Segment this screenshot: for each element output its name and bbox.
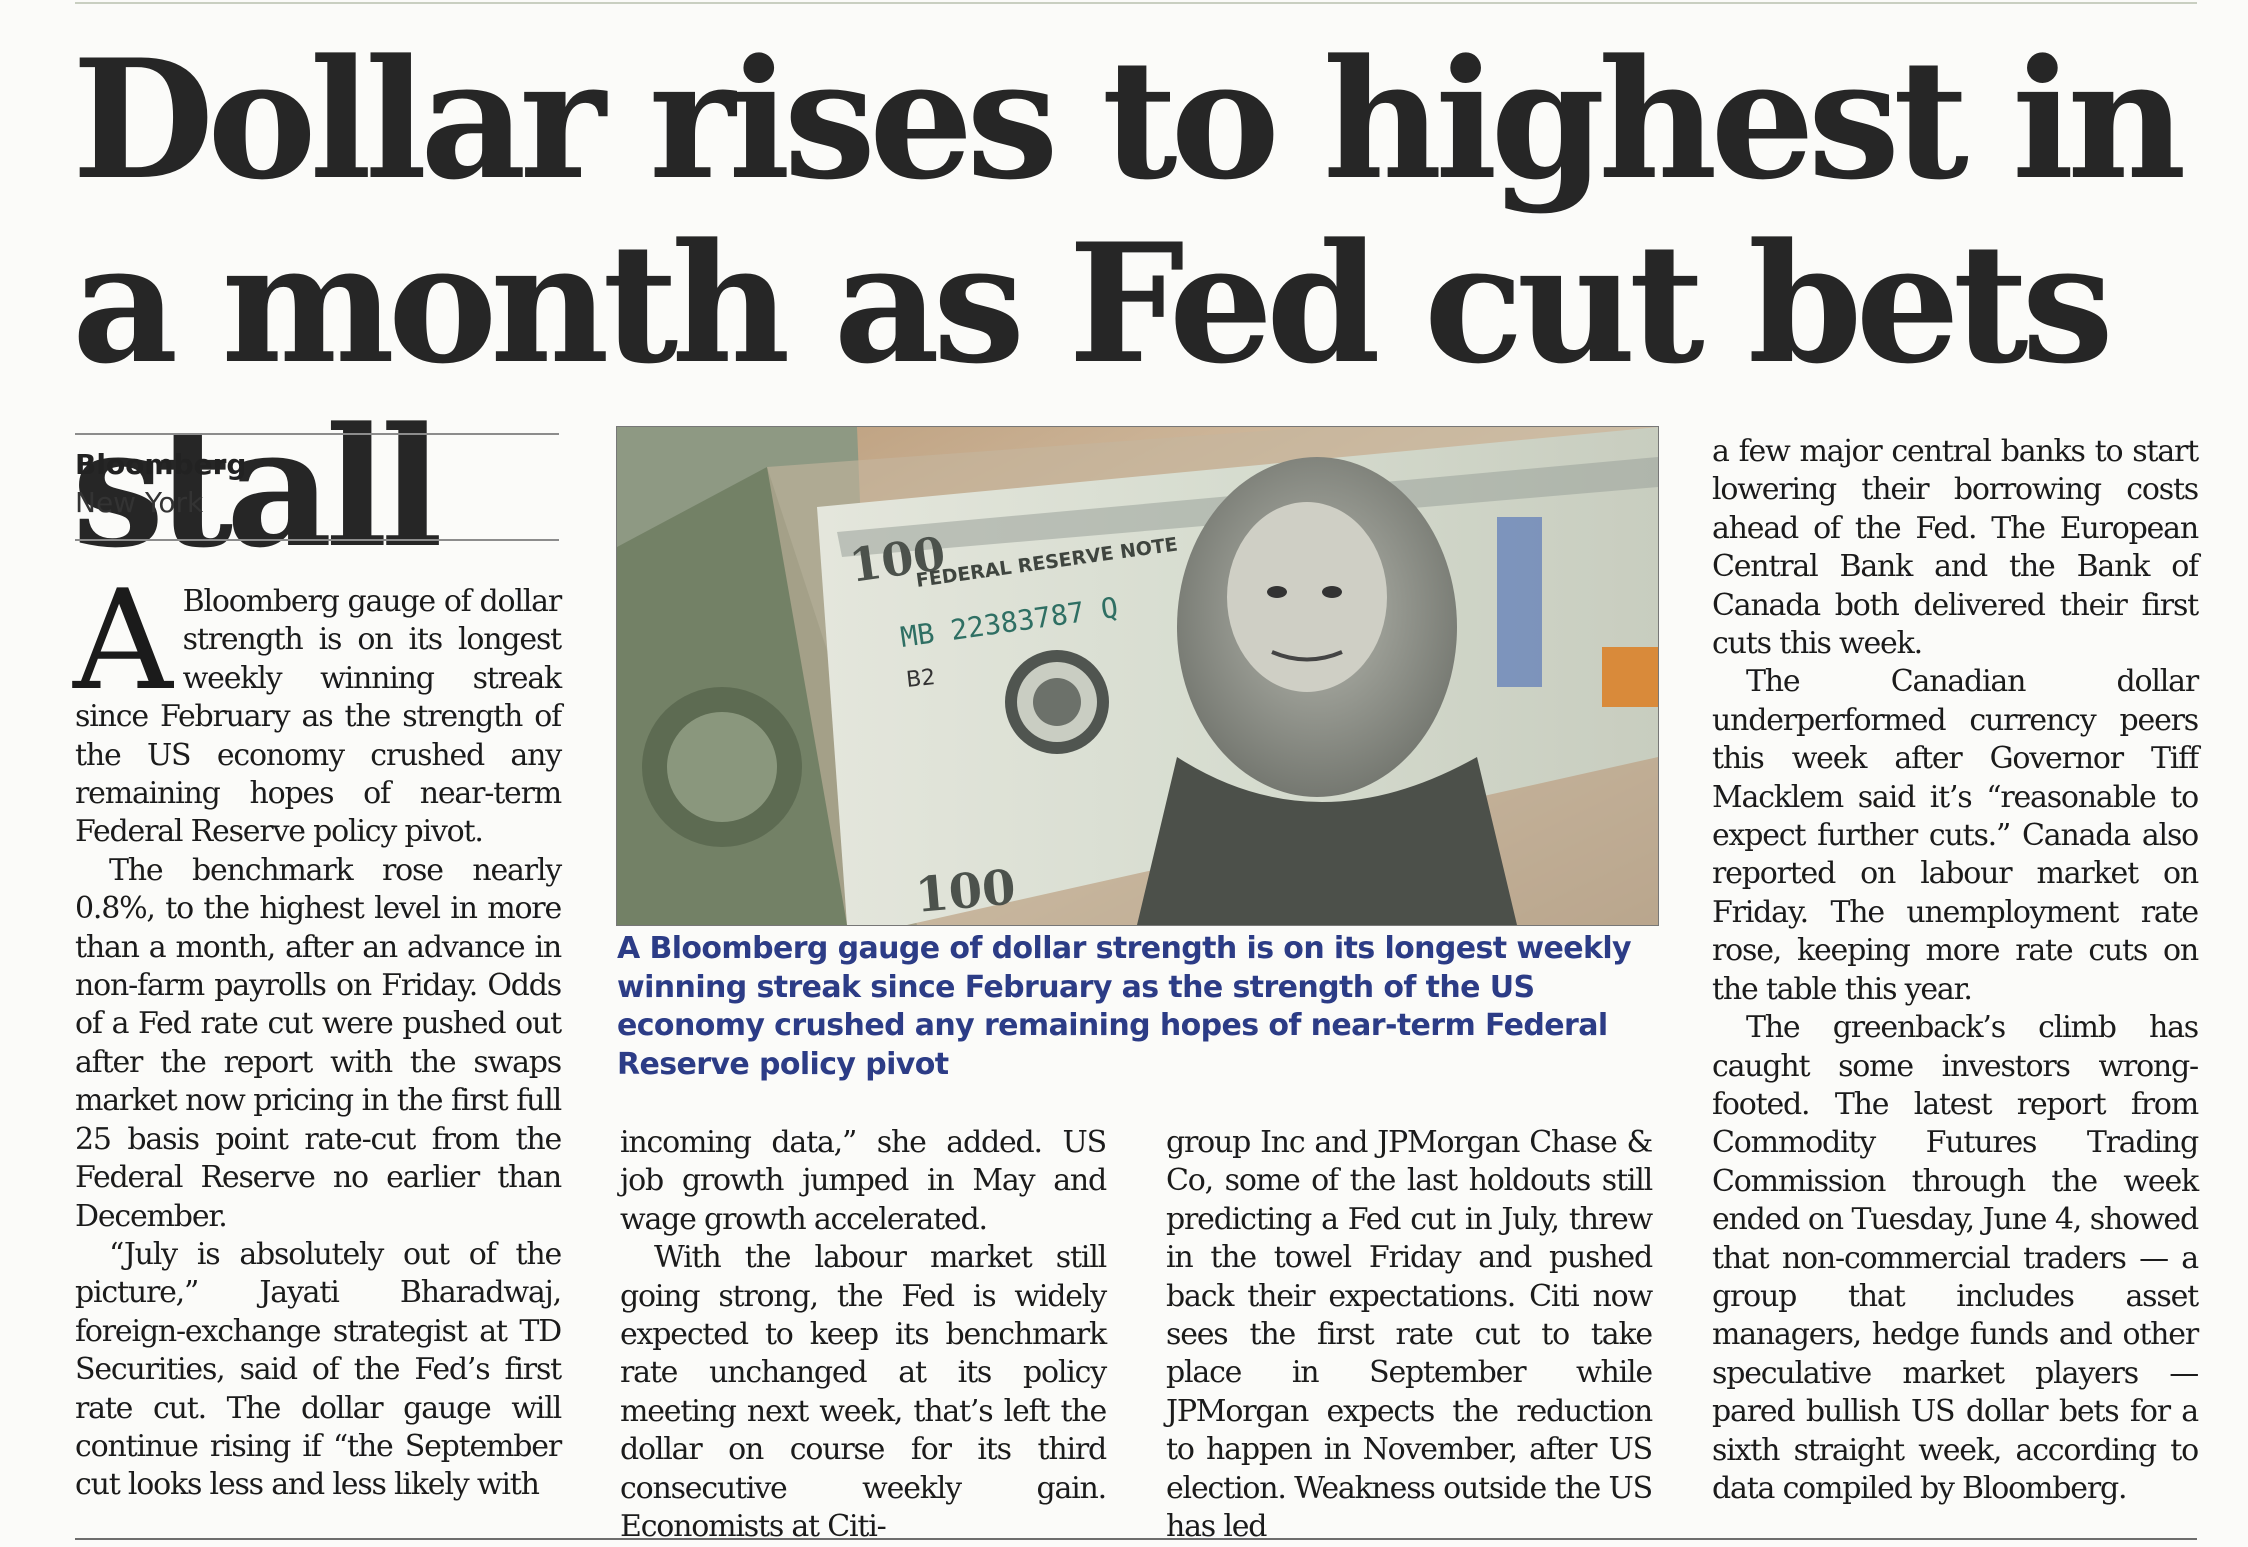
paragraph: group Inc and JPMorgan Chase & Co, some …	[1166, 1125, 1653, 1545]
article-column-1: A Bloomberg gauge of dollar strength is o…	[73, 560, 562, 1505]
article-column-3: group Inc and JPMorgan Chase & Co, some …	[1166, 1124, 1653, 1546]
dollar-bill-photo: 100 FEDERAL RESERVE NOTE MB 22383787 Q B…	[616, 426, 1659, 926]
paragraph: “July is absolutely out of the picture,”…	[75, 1236, 562, 1503]
byline-rule-bottom	[75, 539, 559, 541]
denomination-bottom: 100	[913, 859, 1018, 924]
byline-rule-top	[75, 433, 559, 435]
paragraph: incoming data,” she added. US job growth…	[620, 1125, 1107, 1237]
copper-ink	[1602, 647, 1658, 707]
drop-cap: A	[73, 560, 173, 721]
headline: Dollar rises to highest in a month as Fe…	[72, 23, 2187, 584]
photo-caption: A Bloomberg gauge of dollar strength is …	[617, 931, 1632, 1082]
denomination-top: 100	[846, 526, 949, 593]
paragraph-text: Bloomberg gauge of dollar strength is on…	[75, 584, 562, 850]
paragraph: A Bloomberg gauge of dollar strength is o…	[73, 560, 562, 852]
paragraph: The benchmark rose nearly 0.8%, to the h…	[75, 852, 562, 1234]
article-column-2: incoming data,” she added. US job growth…	[620, 1124, 1107, 1546]
paragraph: a few major central banks to start lower…	[1712, 434, 2199, 662]
article-column-4: a few major central banks to start lower…	[1712, 433, 2199, 1508]
coat	[1137, 757, 1517, 925]
byline-place: New York	[75, 486, 204, 519]
paragraph: The Canadian dollar underperformed curre…	[1712, 664, 2199, 1007]
bottom-rule	[75, 1538, 2197, 1540]
hundred-dollar-bill-illustration: 100 FEDERAL RESERVE NOTE MB 22383787 Q B…	[617, 427, 1658, 925]
paragraph: The greenback’s climb has caught some in…	[1712, 1010, 2199, 1506]
security-ribbon	[1497, 517, 1542, 687]
byline-source: Bloomberg	[75, 448, 247, 481]
top-rule	[75, 2, 2197, 4]
plate-number: B2	[905, 665, 937, 693]
paragraph: With the labour market still going stron…	[620, 1240, 1107, 1545]
